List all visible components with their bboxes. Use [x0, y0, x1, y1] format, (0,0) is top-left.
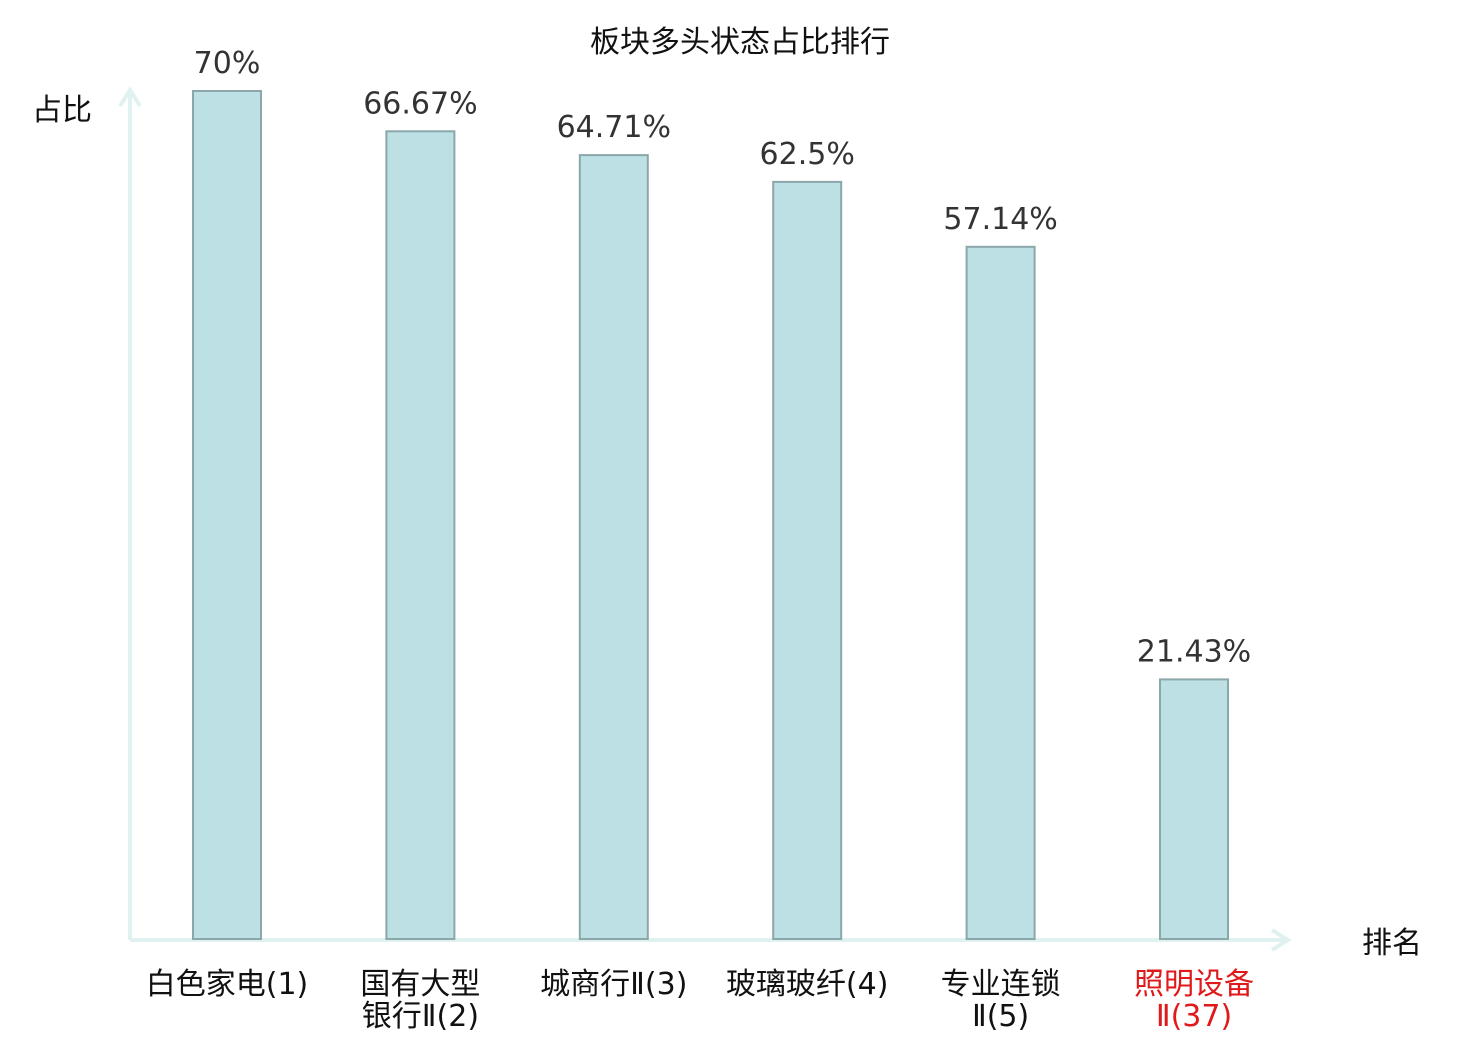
category-tick-label: 银行Ⅱ(2): [362, 999, 479, 1034]
y-axis-arrow: [118, 86, 142, 108]
x-axis-arrow: [1270, 928, 1292, 952]
bar: [192, 90, 262, 940]
category-tick-label: 照明设备: [1134, 967, 1254, 1002]
bar-value-label: 57.14%: [943, 202, 1057, 237]
category-tick-label: 白色家电(1): [146, 967, 309, 1002]
category-tick-label: 国有大型: [360, 967, 480, 1002]
value-labels-group: 70% 66.67% 64.71% 62.5% 57.14% 21.43%: [194, 46, 1252, 669]
bar: [965, 245, 1036, 941]
bar-value-label: 21.43%: [1137, 634, 1251, 669]
bar-value-label: 70%: [194, 46, 261, 81]
axes: [118, 86, 1292, 952]
y-axis-label: 占比: [32, 93, 92, 128]
category-tick-label: Ⅱ(37): [1156, 999, 1232, 1034]
x-axis-label: 排名: [1362, 926, 1422, 961]
bar: [578, 154, 649, 941]
category-tick-label: 城商行Ⅱ(3): [540, 967, 687, 1002]
bars-group: [192, 90, 1229, 941]
bar-value-label: 62.5%: [760, 137, 855, 172]
category-tick-label: 玻璃玻纤(4): [726, 967, 889, 1002]
chart-title: 板块多头状态占比排行: [590, 25, 890, 60]
category-tick-label: Ⅱ(5): [972, 999, 1029, 1034]
bar: [772, 180, 843, 940]
bar: [1159, 678, 1229, 941]
bar-value-label: 66.67%: [363, 86, 477, 121]
bar-value-label: 64.71%: [557, 110, 671, 145]
category-tick-label: 专业连锁: [941, 967, 1061, 1002]
bar: [385, 130, 456, 941]
